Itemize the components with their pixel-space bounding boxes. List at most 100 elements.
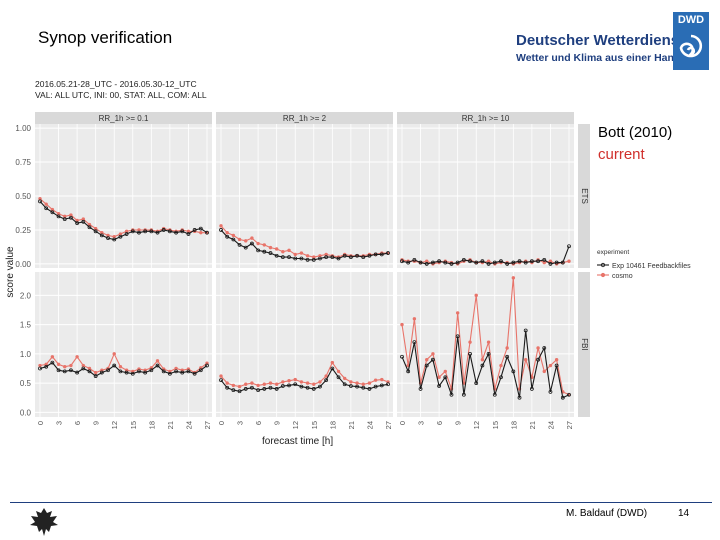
data-point (474, 381, 479, 385)
data-point (455, 311, 460, 315)
data-point (486, 262, 491, 266)
data-point (225, 381, 229, 385)
data-point (523, 260, 528, 265)
x-tick-label: 3 (55, 421, 64, 425)
data-point (268, 245, 273, 250)
series-line (39, 361, 208, 377)
data-point (373, 378, 378, 382)
data-point (243, 245, 248, 250)
x-tick-label: 15 (310, 421, 319, 429)
data-point (69, 213, 73, 217)
data-point (548, 262, 553, 266)
data-point (219, 228, 223, 232)
data-point (180, 370, 185, 375)
data-point (348, 384, 353, 388)
data-point (112, 352, 116, 356)
data-point (50, 207, 55, 212)
y-tick-label: 0.00 (15, 260, 31, 269)
data-point (554, 358, 559, 362)
x-tick-label: 18 (147, 421, 156, 429)
data-point (250, 385, 254, 390)
data-point (449, 262, 454, 266)
data-point (262, 249, 267, 254)
x-tick-label: 3 (417, 421, 426, 425)
data-point (324, 374, 328, 378)
data-point (379, 252, 384, 257)
data-point (437, 375, 441, 379)
facet-strip-label: RR_1h >= 10 (462, 114, 510, 123)
data-point (130, 371, 135, 376)
x-tick-label: 12 (472, 421, 481, 429)
y-tick-label: 1.5 (20, 321, 32, 330)
data-point (81, 217, 85, 221)
data-point (505, 262, 510, 266)
data-point (280, 384, 285, 388)
data-point (567, 259, 571, 263)
dwd-logo: DWD (673, 12, 709, 70)
data-point (287, 248, 291, 253)
data-point (231, 383, 236, 388)
data-point (143, 229, 148, 234)
data-point (56, 211, 61, 216)
data-point (287, 383, 291, 388)
data-point (155, 363, 160, 368)
data-point (443, 260, 448, 265)
data-point (262, 387, 267, 391)
data-point (318, 256, 322, 261)
data-point (219, 224, 223, 228)
x-tick-label: 21 (166, 421, 175, 429)
y-tick-label: 2.0 (20, 291, 32, 300)
data-point (244, 239, 248, 243)
data-point (225, 234, 230, 239)
data-point (112, 363, 117, 368)
data-point (505, 346, 509, 350)
data-point (560, 260, 565, 265)
data-point (161, 228, 166, 232)
data-point (62, 217, 67, 221)
data-point (400, 354, 404, 359)
data-point (486, 259, 491, 263)
series-line (39, 201, 208, 241)
data-point (50, 210, 55, 215)
data-point (367, 253, 372, 258)
data-point (524, 358, 528, 362)
data-point (379, 383, 384, 388)
x-tick-label: 24 (184, 421, 193, 429)
data-point (386, 382, 390, 387)
x-tick-label: 12 (110, 421, 119, 429)
legend-marker (600, 262, 606, 268)
data-point (299, 384, 304, 389)
data-point (118, 369, 123, 374)
data-point (548, 389, 553, 394)
data-point (431, 352, 435, 356)
data-point (180, 229, 185, 234)
data-point (106, 233, 110, 238)
data-point (492, 260, 497, 265)
data-point (293, 256, 298, 261)
row-strip-label: FBI (580, 338, 589, 350)
x-tick-label: 21 (347, 421, 356, 429)
x-tick-label: 27 (565, 421, 574, 429)
data-point (536, 259, 540, 264)
data-point (499, 375, 503, 380)
data-point (81, 219, 86, 224)
series-line (39, 352, 208, 374)
data-point (262, 243, 266, 247)
data-point (219, 378, 223, 383)
chart-subtitle: VAL: ALL UTC, INI: 00, STAT: ALL, COM: A… (35, 90, 207, 100)
data-point (412, 340, 417, 345)
data-point (412, 317, 417, 321)
legend-entry: Exp 10461 Feedbackfiles (612, 263, 691, 270)
data-point (299, 380, 304, 384)
data-point (342, 253, 347, 258)
chart-subtitle: 2016.05.21-28_UTC - 2016.05.30-12_UTC (35, 79, 197, 89)
data-point (124, 370, 129, 375)
x-tick-label: 6 (254, 421, 263, 425)
data-point (437, 384, 442, 388)
data-point (373, 384, 378, 389)
data-point (274, 253, 279, 258)
data-point (412, 257, 417, 262)
data-point (386, 251, 390, 255)
y-tick-label: 0.25 (15, 226, 31, 235)
data-point (486, 340, 491, 344)
